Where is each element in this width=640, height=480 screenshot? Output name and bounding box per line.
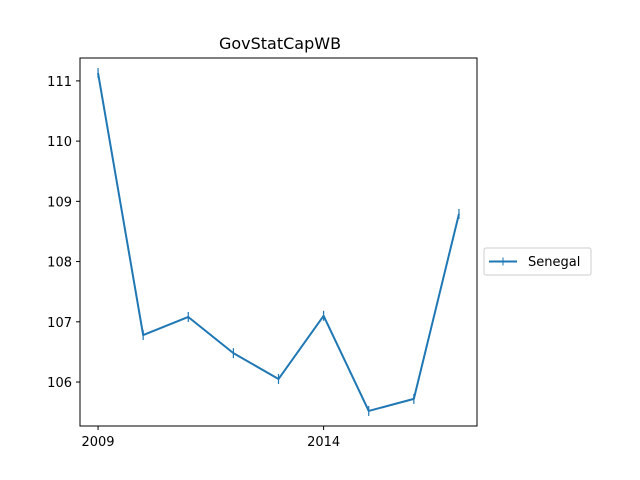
plot-area xyxy=(79,57,478,427)
legend-box xyxy=(483,247,592,276)
x-tick-label: 2009 xyxy=(81,435,114,450)
y-tick-label: 110 xyxy=(47,135,72,150)
legend: Senegal xyxy=(483,247,592,276)
y-tick-label: 111 xyxy=(47,75,72,90)
x-tick-label: 2014 xyxy=(307,435,340,450)
y-tick-label: 106 xyxy=(47,376,72,391)
legend-label-senegal: Senegal xyxy=(528,255,580,270)
y-tick-label: 108 xyxy=(47,256,72,271)
y-tick-label: 109 xyxy=(47,195,72,210)
y-tick-label: 107 xyxy=(47,316,72,331)
series-layer xyxy=(97,68,460,416)
chart-title: GovStatCapWB xyxy=(219,34,341,53)
plot-frame xyxy=(79,57,478,427)
x-axis: 2009 2014 xyxy=(81,426,340,450)
y-axis: 106 107 108 109 110 111 xyxy=(47,75,80,391)
